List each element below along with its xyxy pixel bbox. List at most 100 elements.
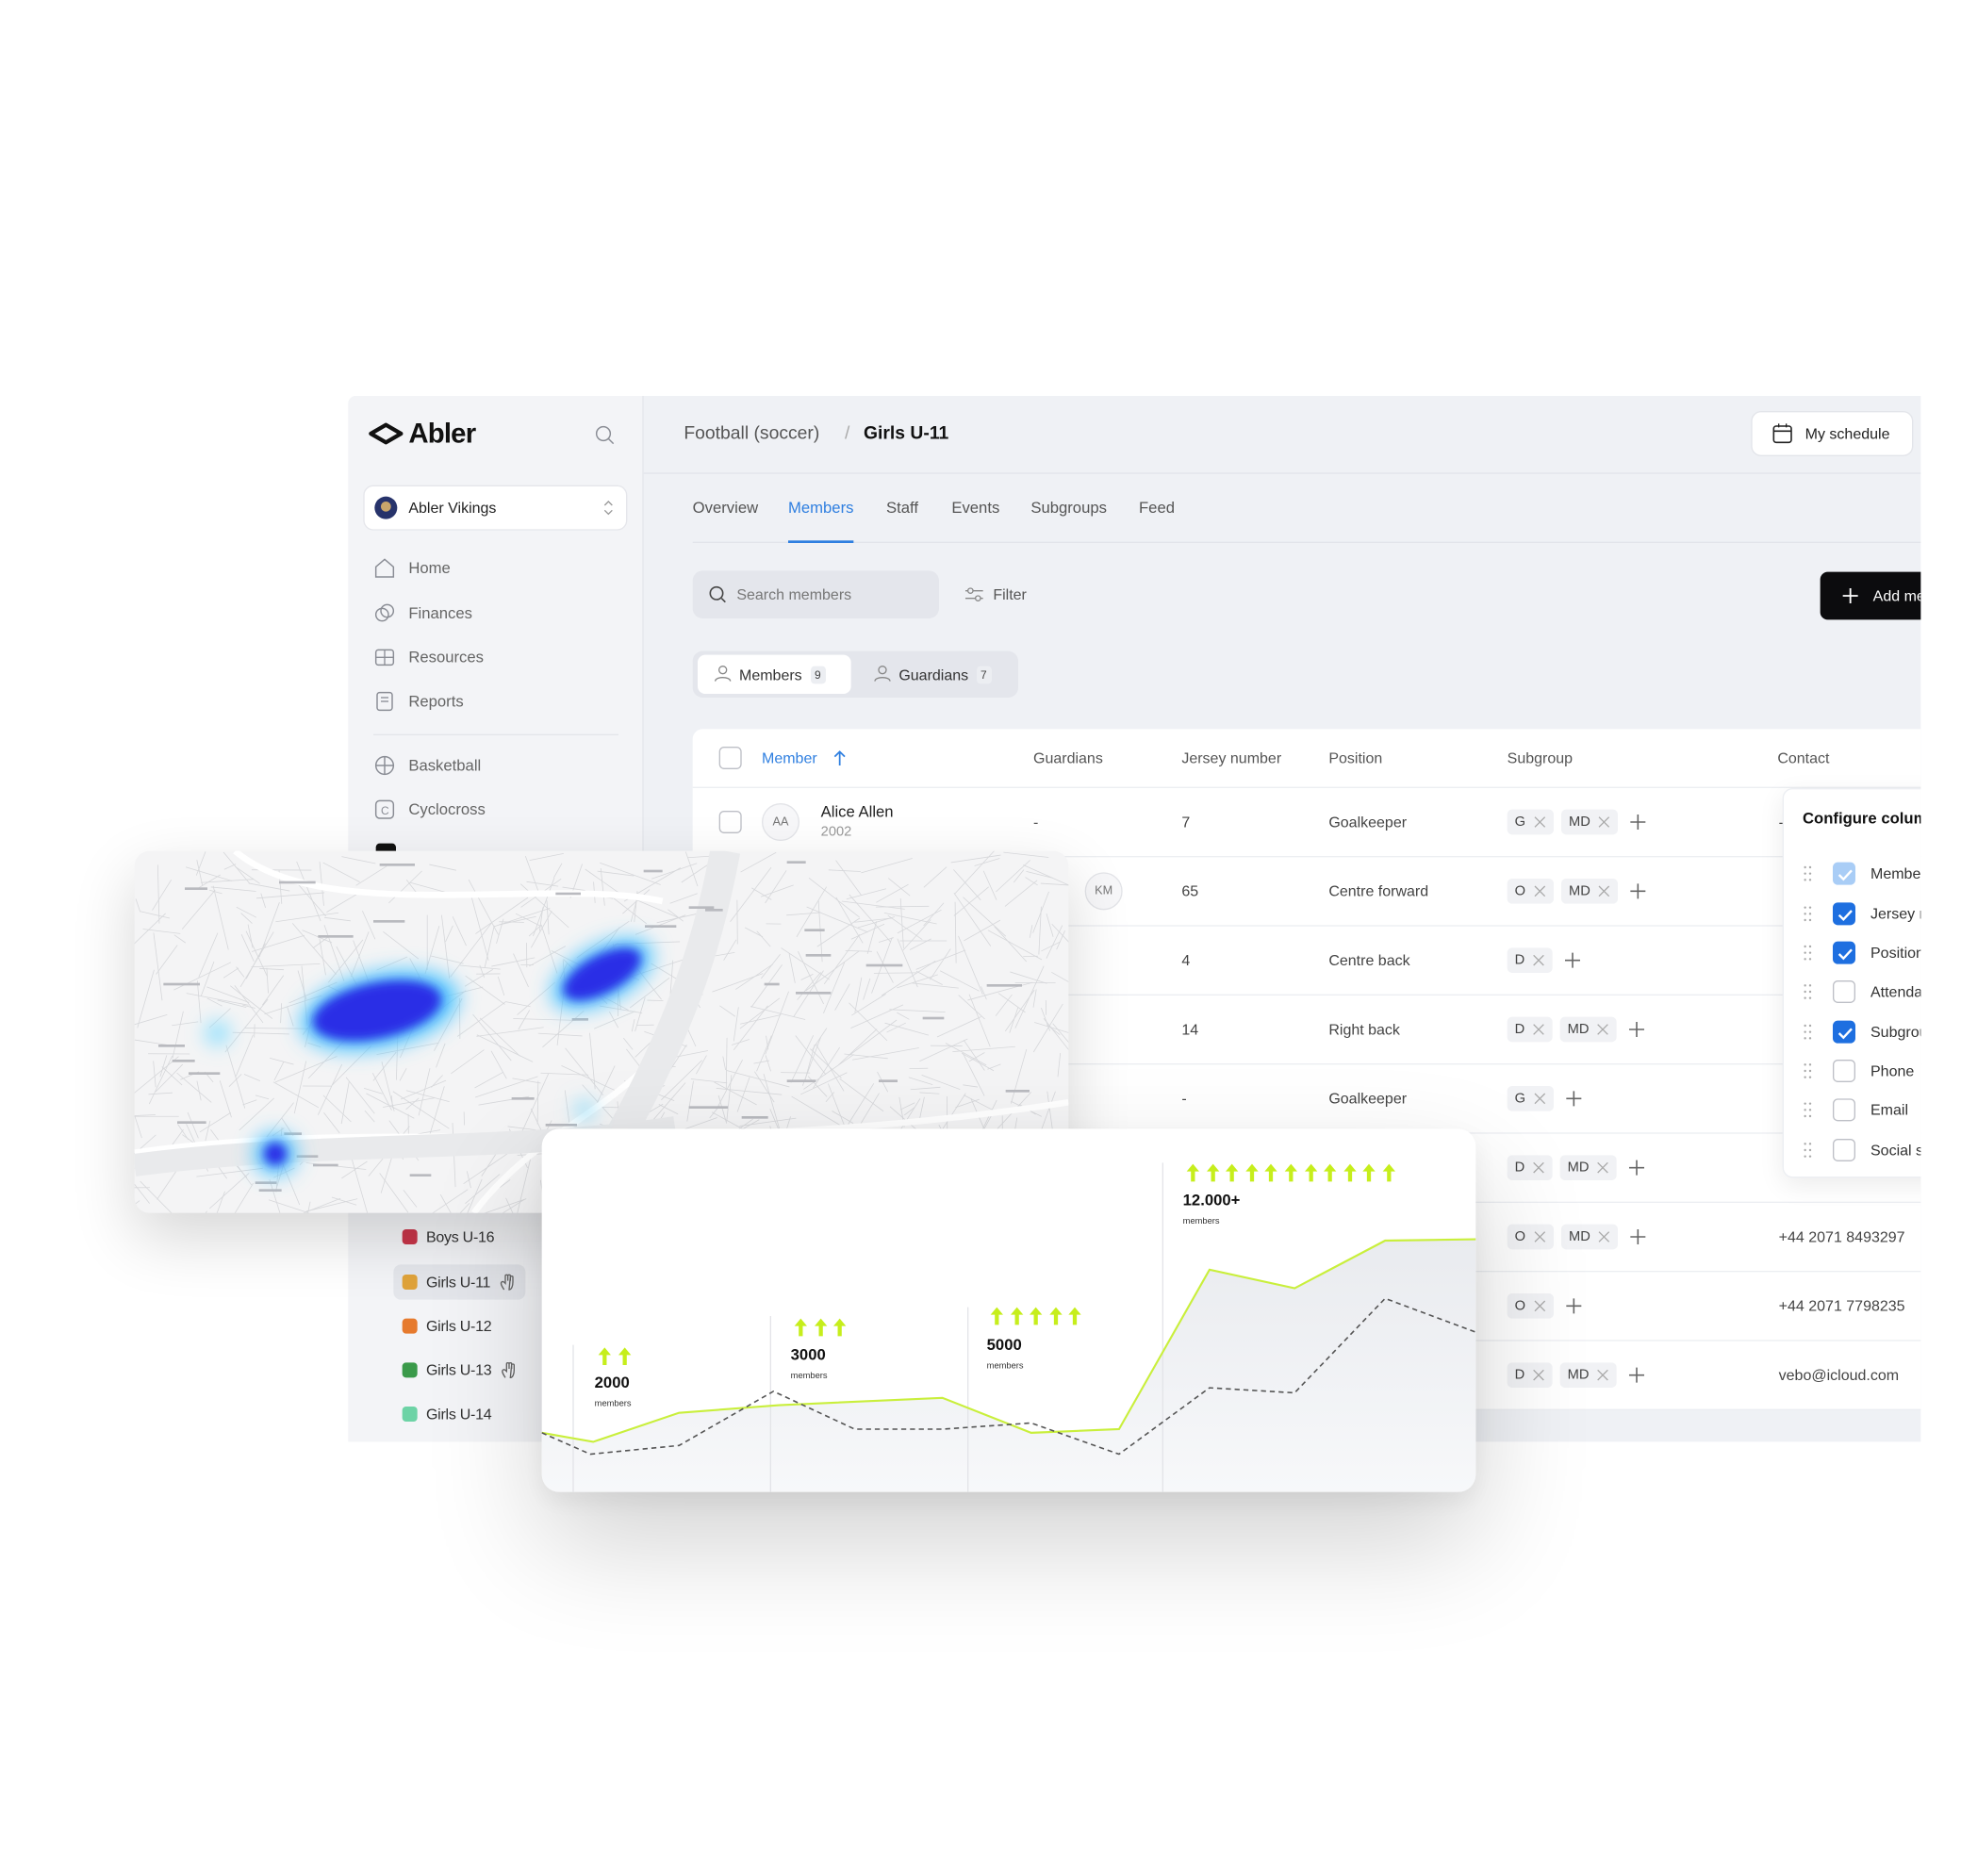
icon-shape	[940, 970, 980, 992]
column-header[interactable]: Member	[761, 749, 817, 767]
icon-shape	[1597, 1024, 1608, 1035]
icon-shape	[623, 1037, 634, 1050]
org-select[interactable]	[363, 485, 628, 531]
icon-shape	[372, 919, 405, 923]
area	[541, 1239, 1476, 1492]
icon-shape	[876, 951, 894, 983]
tab[interactable]: Events	[951, 499, 1000, 517]
icon-shape	[255, 1181, 277, 1184]
icon-shape	[1804, 906, 1806, 909]
milestone-value: 12.000+	[1182, 1191, 1241, 1210]
add-button[interactable]	[1820, 571, 1921, 620]
nav-item[interactable]: Finances	[408, 604, 472, 622]
column-checkbox[interactable]	[1832, 1020, 1855, 1044]
member-name[interactable]: Alice Allen	[820, 802, 894, 821]
icon-shape	[381, 1061, 395, 1111]
subgroup-chip: O	[1507, 1224, 1554, 1250]
icon-shape	[327, 939, 364, 983]
icon-shape	[517, 1158, 532, 1213]
column-checkbox[interactable]	[1832, 979, 1855, 1003]
column-option[interactable]: Jersey number	[1870, 904, 1920, 923]
icon-shape	[312, 979, 442, 1042]
icon-shape	[228, 1074, 242, 1087]
nav-item[interactable]: Resources	[408, 648, 484, 666]
icon-shape	[426, 1086, 445, 1143]
column-checkbox[interactable]	[1832, 941, 1855, 964]
tab[interactable]: Members	[787, 499, 854, 517]
icon-shape	[465, 1174, 501, 1204]
guardians: -	[1032, 813, 1039, 831]
nav-item[interactable]: Home	[408, 559, 451, 577]
column-option[interactable]: Subgroup	[1870, 1023, 1920, 1041]
column-option[interactable]: Social security number	[1870, 1141, 1920, 1160]
column-checkbox[interactable]	[1832, 1098, 1855, 1122]
icon-shape	[1628, 1367, 1644, 1383]
column-checkbox[interactable]	[1832, 1059, 1855, 1082]
icon-shape	[798, 951, 824, 1005]
column-option[interactable]: Attendance	[1870, 982, 1920, 1001]
drag-handle	[1804, 1102, 1812, 1118]
segment-label[interactable]: Guardians	[898, 666, 969, 684]
column-option[interactable]: Position	[1870, 944, 1921, 962]
icon-shape	[835, 897, 864, 944]
segment-label[interactable]: Members	[738, 666, 802, 684]
icon-shape	[1804, 1069, 1806, 1073]
icon-shape	[513, 953, 529, 988]
select-all-checkbox[interactable]	[718, 746, 742, 769]
icon-shape	[722, 1056, 726, 1071]
icon-shape	[598, 1347, 611, 1365]
tab[interactable]: Subgroups	[1030, 499, 1107, 517]
column-option[interactable]: Email	[1870, 1100, 1909, 1119]
icon-shape	[134, 1184, 150, 1204]
icon-shape	[974, 858, 1000, 866]
icon-shape	[684, 851, 699, 887]
team-item[interactable]: Boys U-16	[425, 1227, 495, 1246]
check-icon	[1837, 1028, 1853, 1040]
column-checkbox[interactable]	[1832, 1138, 1855, 1161]
tab[interactable]: Feed	[1138, 499, 1175, 517]
icon-shape	[974, 595, 981, 601]
row-checkbox[interactable]	[718, 810, 742, 833]
sport-item[interactable]: Cyclocross	[408, 800, 486, 818]
icon-shape	[1534, 1093, 1546, 1105]
column-checkbox[interactable]	[1832, 902, 1855, 926]
schedule-button[interactable]	[1751, 410, 1914, 456]
icon-shape	[376, 691, 393, 712]
icon-shape	[823, 933, 861, 984]
tab[interactable]: Staff	[885, 499, 918, 517]
icon-shape	[200, 961, 215, 996]
sport-item[interactable]: Basketball	[408, 756, 482, 775]
icon-shape	[769, 1109, 781, 1132]
team-item[interactable]: Girls U-13	[425, 1360, 492, 1379]
icon-shape	[643, 869, 663, 873]
icon-shape	[291, 923, 337, 975]
icon-shape	[1009, 1007, 1019, 1033]
icon-shape	[318, 934, 354, 938]
sort-icon	[833, 750, 846, 765]
icon-shape	[432, 1189, 469, 1213]
team-item[interactable]: Girls U-14	[425, 1405, 492, 1423]
icon-shape	[196, 860, 204, 886]
icon-shape	[319, 938, 326, 976]
team-item[interactable]: Girls U-11	[425, 1273, 491, 1292]
search-box[interactable]	[692, 570, 939, 618]
column-option[interactable]: Phone	[1870, 1061, 1915, 1080]
icon-shape	[518, 1010, 531, 1030]
icon-shape	[644, 925, 677, 928]
icon-shape	[1804, 906, 1812, 922]
nav-item[interactable]: Reports	[408, 692, 464, 711]
team-item[interactable]: Girls U-12	[425, 1317, 492, 1335]
icon-shape	[153, 932, 163, 1001]
icon-shape	[716, 1059, 743, 1111]
icon-shape	[661, 1060, 702, 1101]
nav-icon	[376, 691, 393, 712]
icon-shape	[1628, 1021, 1644, 1037]
breadcrumb-parent[interactable]: Football (soccer)	[684, 423, 820, 444]
tab[interactable]: Overview	[692, 499, 759, 517]
icon-shape	[405, 1090, 450, 1103]
icon-shape	[756, 1035, 772, 1072]
icon-shape	[152, 879, 173, 911]
icon-shape	[366, 1093, 415, 1119]
jersey-number: 14	[1181, 1020, 1199, 1039]
filter-button[interactable]: Filter	[993, 585, 1027, 603]
